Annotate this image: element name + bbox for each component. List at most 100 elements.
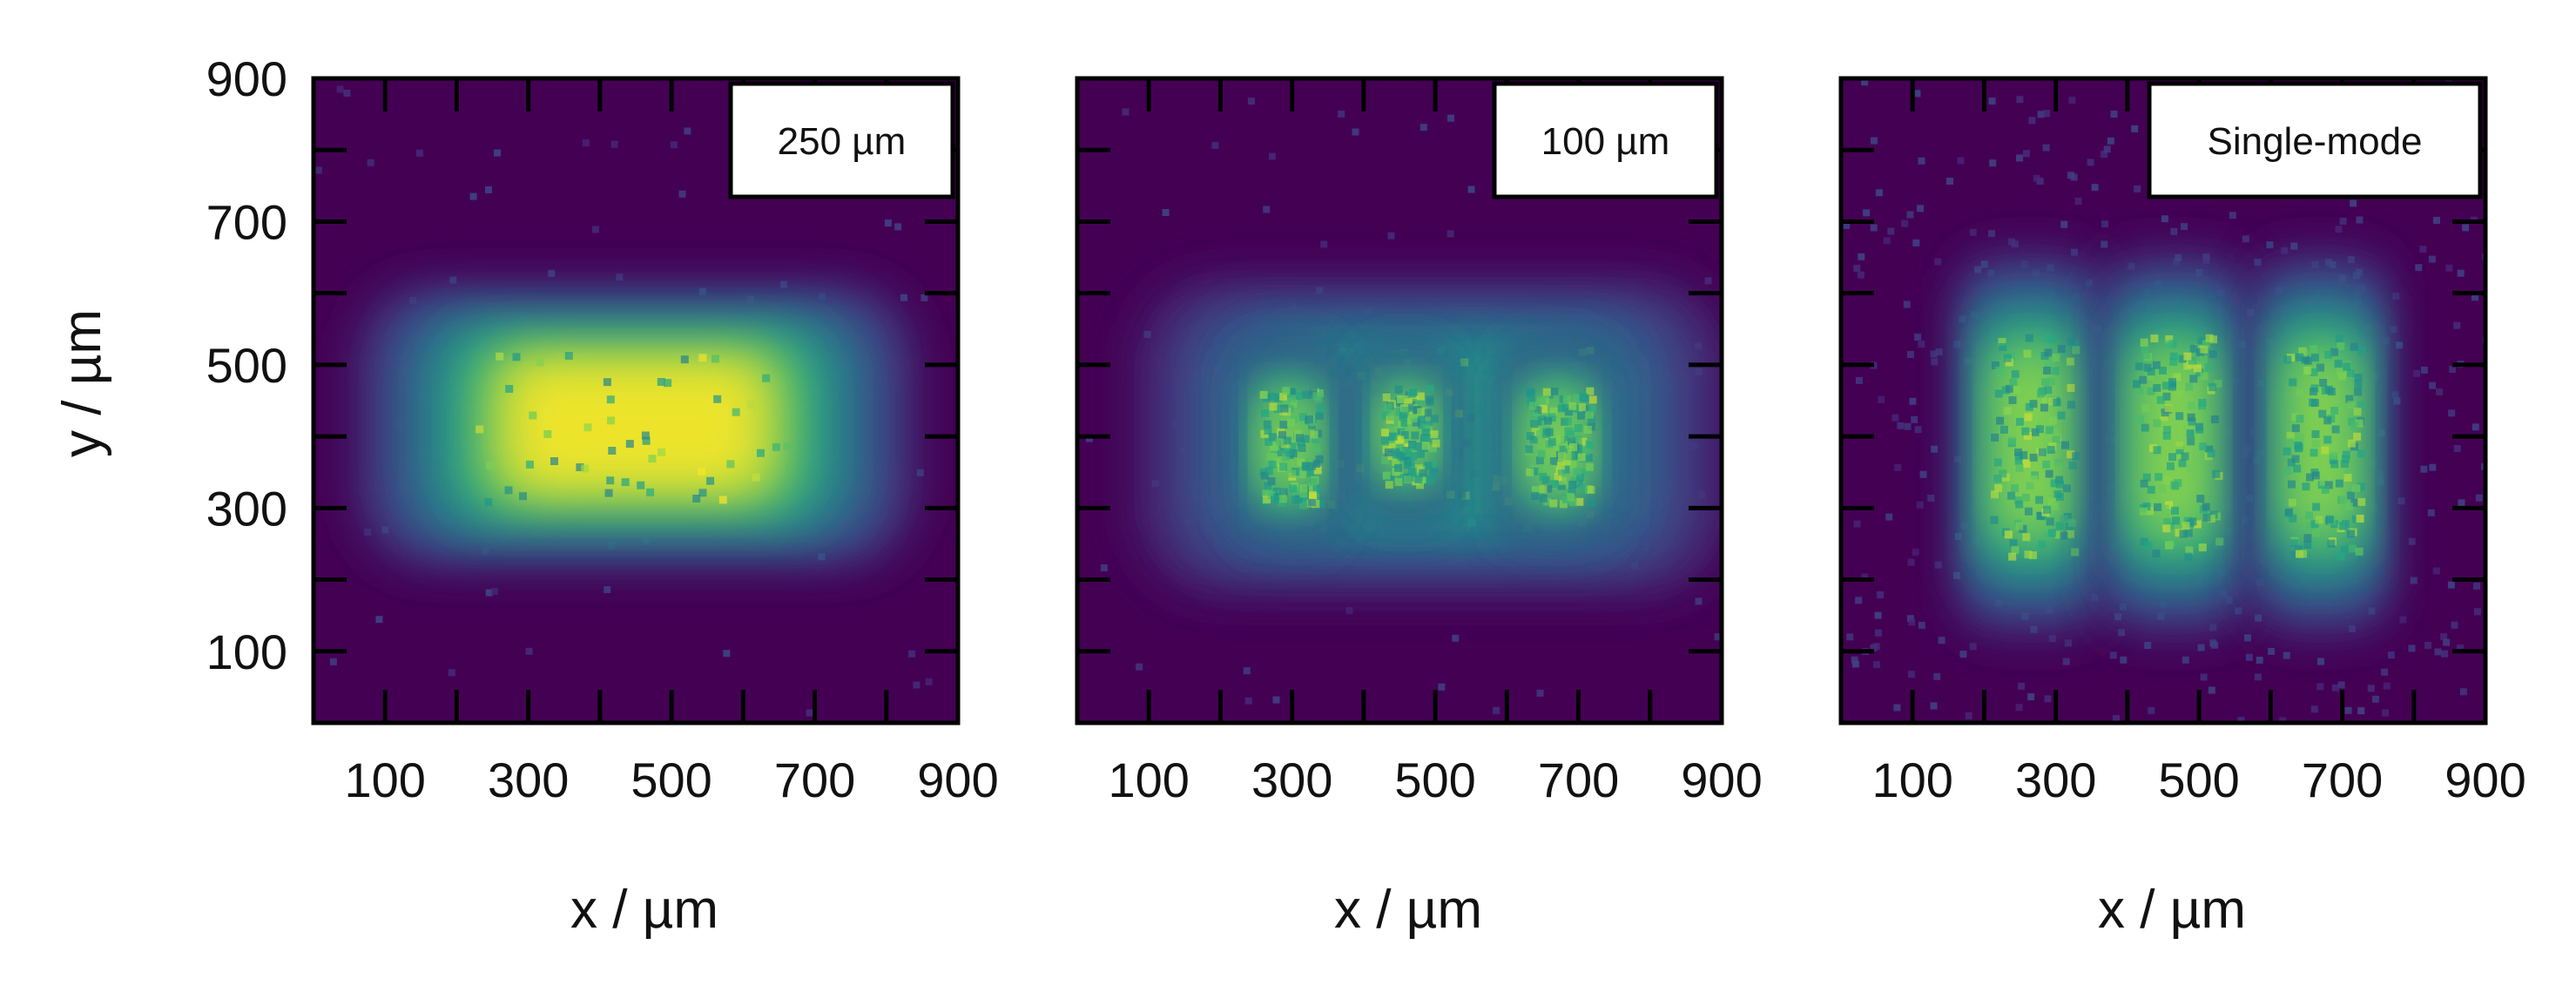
- spot-pixel: [2186, 519, 2195, 528]
- y-axis-label: y / µm: [52, 309, 112, 457]
- spot-pixel: [2029, 551, 2037, 559]
- spot-pixel: [2051, 502, 2060, 510]
- x-axis-label: x / µm: [1334, 880, 1482, 940]
- spot-pixel: [608, 447, 617, 455]
- spot-pixel: [1299, 501, 1308, 509]
- spot-pixel: [1282, 400, 1291, 408]
- spot-pixel: [1583, 425, 1592, 434]
- spot-pixel: [606, 395, 615, 404]
- spot-pixel: [1588, 404, 1597, 413]
- spot-pixel: [1562, 460, 1571, 469]
- spot-pixel: [2004, 530, 2013, 539]
- noise-pixel: [2247, 308, 2255, 316]
- spot-pixel: [1549, 457, 1558, 465]
- spot-pixel: [1558, 476, 1567, 485]
- noise-pixel: [485, 589, 493, 597]
- spot-pixel: [1282, 387, 1291, 395]
- spot-pixel: [2196, 495, 2205, 503]
- spot-pixel: [1404, 461, 1413, 469]
- spot-pixel: [2330, 407, 2339, 415]
- spot-pixel: [1267, 491, 1276, 499]
- spot-pixel: [1460, 498, 1469, 507]
- spot-pixel: [2142, 503, 2151, 511]
- spot-pixel: [2340, 460, 2349, 469]
- spot-pixel: [2168, 453, 2176, 462]
- spot-pixel: [1588, 395, 1597, 404]
- spot-pixel: [606, 476, 615, 485]
- spot-pixel: [2195, 368, 2204, 377]
- noise-pixel: [2281, 246, 2289, 254]
- spot-pixel: [2202, 513, 2211, 522]
- noise-pixel: [2283, 651, 2290, 659]
- noise-pixel: [1887, 227, 1895, 235]
- spot-pixel: [2188, 417, 2196, 426]
- noise-pixel: [2042, 144, 2050, 152]
- spot-pixel: [2005, 384, 2013, 393]
- spot-pixel: [1297, 438, 1305, 447]
- spot-pixel: [1429, 460, 1438, 469]
- noise-pixel: [1927, 494, 1935, 502]
- spot-pixel: [1493, 475, 1501, 483]
- noise-pixel: [1853, 520, 1861, 528]
- noise-pixel: [1211, 141, 1219, 149]
- noise-pixel: [2316, 683, 2324, 691]
- spot-pixel: [2340, 545, 2349, 554]
- noise-pixel: [2371, 695, 2379, 703]
- spot-pixel: [2025, 402, 2033, 411]
- noise-pixel: [364, 529, 372, 536]
- noise-pixel: [925, 678, 933, 685]
- spot-pixel: [2350, 498, 2359, 507]
- spot-pixel: [2035, 496, 2044, 504]
- spot-pixel: [1307, 498, 1316, 507]
- x-tick-label: 900: [2445, 752, 2525, 807]
- spot-pixel: [2310, 368, 2318, 376]
- spot-pixel: [1334, 483, 1343, 492]
- spot-pixel: [2024, 413, 2033, 422]
- spot-pixel: [746, 401, 755, 409]
- spot-pixel: [1571, 452, 1580, 461]
- spot-pixel: [2164, 341, 2173, 349]
- spot-pixel: [772, 442, 780, 451]
- inset-label-box: [1492, 81, 1719, 199]
- noise-pixel: [1863, 209, 1871, 217]
- noise-pixel: [1969, 643, 1977, 651]
- noise-pixel: [1913, 90, 1921, 98]
- spot-pixel: [1556, 435, 1565, 443]
- x-tick-label: 300: [488, 752, 569, 807]
- spot-pixel: [1279, 488, 1288, 496]
- x-tick-label: 700: [1538, 752, 1619, 807]
- noise-pixel: [1894, 463, 1902, 471]
- spot-pixel: [2353, 408, 2362, 416]
- spot-pixel: [1539, 494, 1548, 503]
- spot-pixel: [1462, 439, 1471, 448]
- noise-pixel: [2161, 215, 2168, 223]
- spot-pixel: [1557, 467, 1566, 476]
- spot-pixel: [1272, 458, 1281, 467]
- noise-pixel: [2016, 154, 2023, 162]
- spot-pixel: [2048, 416, 2057, 425]
- noise-pixel: [1263, 206, 1271, 213]
- spot-pixel: [519, 492, 527, 501]
- spot-pixel: [1554, 473, 1562, 482]
- spot-pixel: [1994, 389, 2003, 398]
- spot-pixel: [2183, 352, 2192, 361]
- noise-pixel: [1438, 683, 1446, 691]
- spot-pixel: [2354, 380, 2363, 388]
- spot-pixel: [2046, 426, 2053, 435]
- spot-pixel: [1579, 484, 1588, 493]
- noise-pixel: [2279, 717, 2287, 723]
- spot-pixel: [576, 463, 584, 471]
- noise-pixel: [494, 149, 501, 157]
- noise-pixel: [884, 219, 892, 227]
- spot-pixel: [1418, 421, 1426, 429]
- spot-pixel: [1305, 415, 1313, 423]
- noise-pixel: [2436, 388, 2443, 395]
- spot-pixel: [1266, 452, 1275, 461]
- noise-pixel: [1938, 637, 1945, 644]
- noise-pixel: [1954, 456, 1961, 463]
- spot-pixel: [1492, 483, 1500, 491]
- spot-pixel: [2293, 464, 2302, 473]
- spot-pixel: [1429, 470, 1438, 478]
- spot-pixel: [2310, 520, 2319, 529]
- spot-pixel: [2351, 515, 2360, 523]
